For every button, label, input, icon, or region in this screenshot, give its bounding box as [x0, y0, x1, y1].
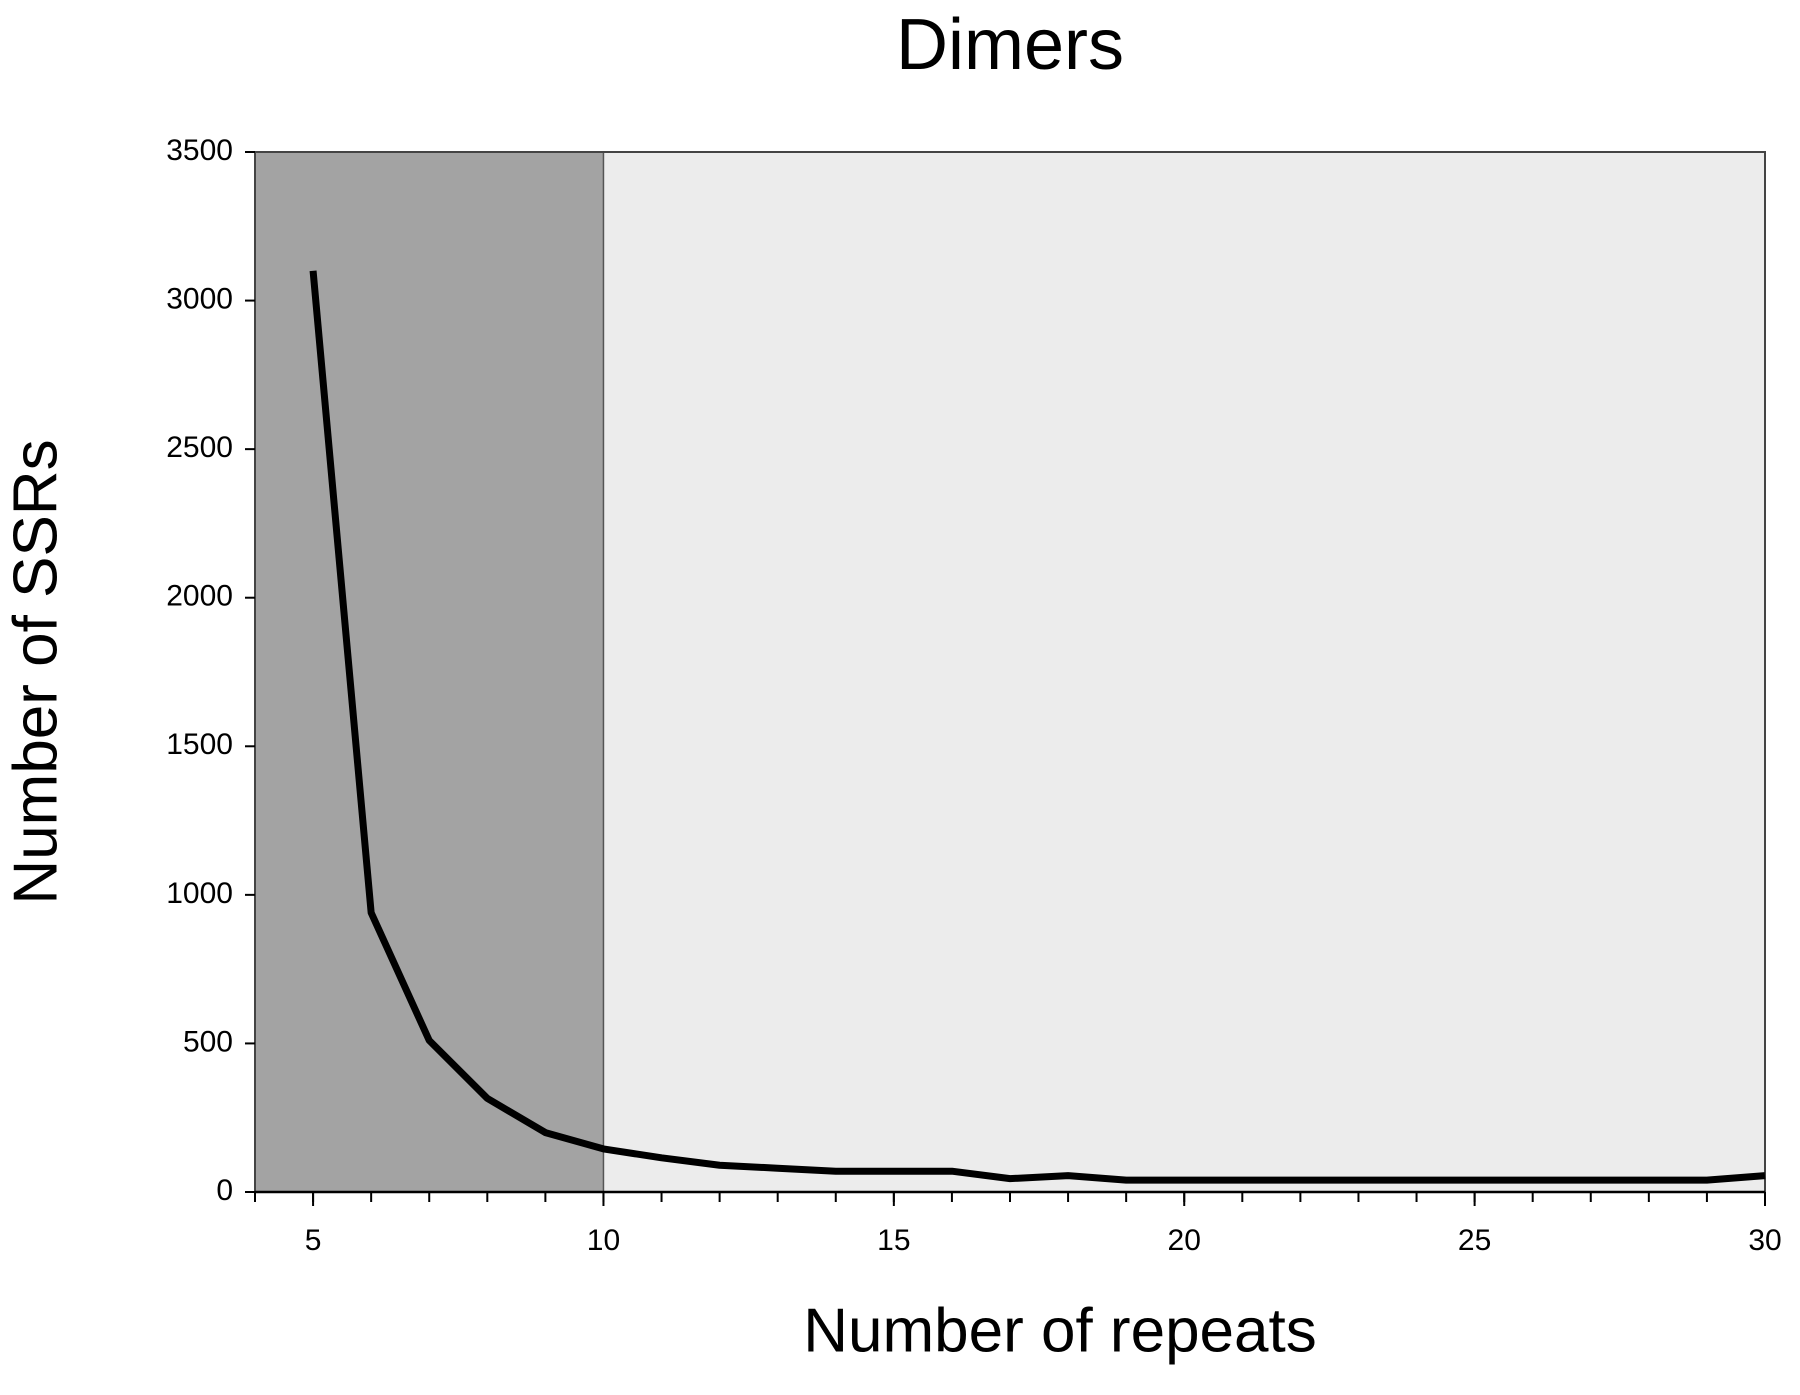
y-tick-label: 2500 — [166, 431, 233, 464]
y-tick-label: 0 — [216, 1174, 233, 1207]
x-tick-label: 5 — [305, 1224, 322, 1257]
y-tick-label: 1500 — [166, 728, 233, 761]
y-tick-label: 1000 — [166, 877, 233, 910]
y-tick-label: 3500 — [166, 134, 233, 167]
shaded-region — [254, 151, 605, 1193]
x-tick-label: 10 — [587, 1224, 620, 1257]
x-tick-label: 30 — [1748, 1224, 1781, 1257]
chart-title: Dimers — [896, 5, 1124, 85]
y-tick-label: 3000 — [166, 282, 233, 315]
y-tick-label: 500 — [183, 1025, 233, 1058]
x-tick-label: 25 — [1458, 1224, 1491, 1257]
x-axis-label: Number of repeats — [803, 1296, 1316, 1365]
x-tick-label: 15 — [877, 1224, 910, 1257]
y-tick-label: 2000 — [166, 580, 233, 613]
y-axis-label: Number of SSRs — [1, 439, 70, 904]
x-tick-label: 20 — [1168, 1224, 1201, 1257]
data-line — [309, 270, 1766, 1184]
